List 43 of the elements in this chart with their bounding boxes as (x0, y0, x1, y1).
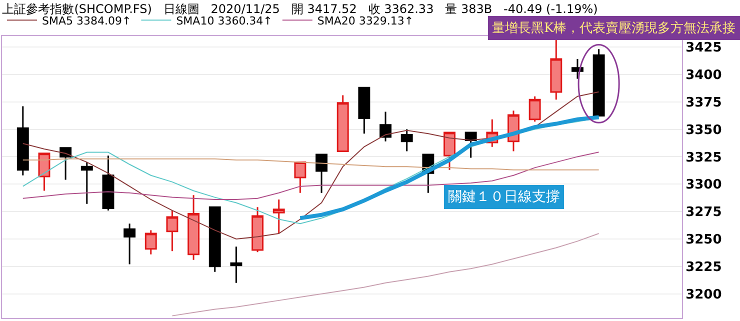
candlestick (400, 128, 413, 152)
y-tick-label: 3225 (686, 260, 722, 275)
candlestick (188, 194, 200, 261)
candlestick (316, 154, 328, 194)
candlestick (230, 246, 242, 284)
y-tick-label: 3325 (686, 150, 722, 166)
annotation: 關鍵１０日線支撐 (448, 189, 560, 205)
candlestick (380, 110, 392, 142)
candlestick (358, 86, 370, 134)
candlestick (124, 222, 136, 265)
candlestick (102, 154, 114, 212)
line-series (172, 233, 600, 316)
y-tick-label: 3250 (686, 232, 722, 248)
candlestick (60, 147, 72, 180)
y-tick-label: 3300 (686, 178, 722, 193)
chart-title: 上証參考指數(SHCOMP.FS) 日線圖 2020/11/25 開 3417.52 收 3362.33 量 383B -40.49 (-1.19%) (2, 2, 598, 16)
y-tick-label: 3375 (686, 95, 722, 110)
candlestick (336, 94, 349, 152)
candlestick (80, 161, 93, 205)
candlestick (252, 206, 264, 253)
line-series (22, 158, 600, 170)
y-tick-label: 3200 (686, 287, 722, 302)
candlestick (16, 105, 29, 176)
y-tick-label: 3275 (686, 205, 722, 220)
legend-label: SMA10 3360.34↑ (176, 14, 272, 28)
candlestick (550, 38, 562, 100)
candlestick (572, 58, 584, 80)
line-series (22, 91, 600, 240)
candlestick (294, 161, 306, 194)
candlestick (272, 198, 285, 234)
y-tick-label: 3400 (686, 68, 722, 83)
annotation: 量增長黑K棒，代表賣壓湧現多方無法承接 (492, 20, 736, 36)
candlestick (166, 210, 178, 252)
candlestick (444, 132, 456, 171)
candlestick (208, 206, 221, 273)
candlestick (528, 96, 541, 122)
legend-label: SMA5 3384.09↑ (42, 14, 132, 28)
line-series (298, 115, 601, 220)
candlestick (592, 48, 605, 117)
legend-label: SMA20 3329.13↑ (317, 14, 414, 28)
y-tick-label: 3350 (686, 122, 722, 138)
y-tick-label: 3425 (686, 40, 722, 56)
candlestick (144, 229, 157, 256)
